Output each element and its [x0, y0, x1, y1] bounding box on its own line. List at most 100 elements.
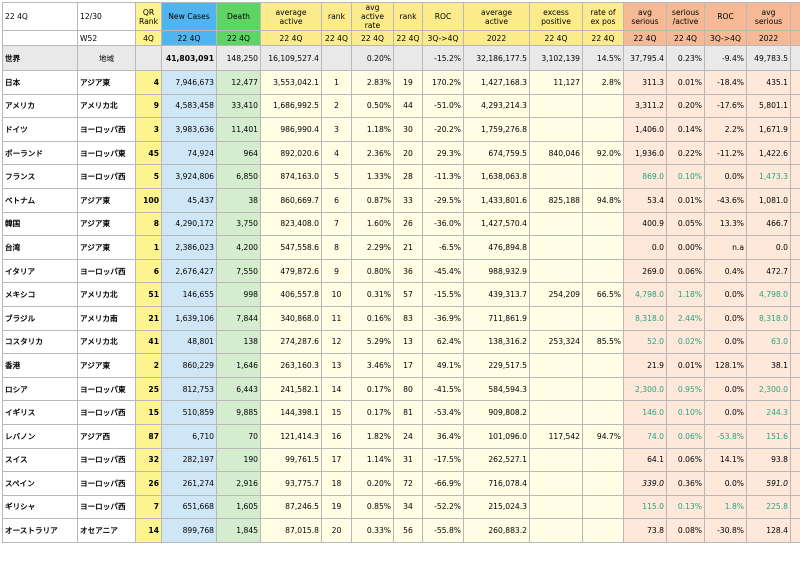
- col-subheader: 3Q->4Q: [705, 31, 747, 46]
- data-cell: 2: [322, 94, 352, 118]
- data-cell: 128.4: [747, 519, 791, 543]
- data-cell: 0.09%: [791, 165, 800, 189]
- data-cell: 0.16%: [352, 306, 394, 330]
- region-name: ヨーロッパ西: [78, 259, 136, 283]
- col-subheader: 22 4Q: [530, 31, 583, 46]
- data-cell: 9: [322, 259, 352, 283]
- data-cell: 869.0: [624, 165, 667, 189]
- data-cell: [530, 306, 583, 330]
- data-cell: 0.17%: [352, 401, 394, 425]
- data-cell: 138: [217, 330, 261, 354]
- data-cell: 4,293,214.3: [464, 94, 530, 118]
- data-cell: 711,861.9: [464, 306, 530, 330]
- col-header: serious/active: [667, 3, 705, 31]
- data-cell: 874,163.0: [261, 165, 322, 189]
- data-cell: 584,594.3: [464, 377, 530, 401]
- country-name: メキシコ: [3, 283, 78, 307]
- data-cell: 44: [394, 94, 423, 118]
- data-cell: 0.06%: [667, 448, 705, 472]
- data-cell: 83: [394, 306, 423, 330]
- country-name: スイス: [3, 448, 78, 472]
- data-cell: 49.1%: [423, 354, 464, 378]
- data-cell: 31: [394, 448, 423, 472]
- data-cell: -55.8%: [423, 519, 464, 543]
- data-cell: 87,246.5: [261, 495, 322, 519]
- col-subheader: 4Q: [136, 31, 162, 46]
- data-cell: -11.2%: [705, 141, 747, 165]
- country-name: レバノン: [3, 424, 78, 448]
- data-cell: 0.0%: [705, 401, 747, 425]
- world-cell: -9.4%: [705, 46, 747, 71]
- data-cell: [530, 354, 583, 378]
- data-cell: 0.04%: [791, 448, 800, 472]
- data-cell: 45: [136, 141, 162, 165]
- data-cell: 0.06%: [667, 424, 705, 448]
- data-cell: 244.3: [747, 401, 791, 425]
- data-cell: 62.4%: [423, 330, 464, 354]
- data-cell: 2,300.0: [747, 377, 791, 401]
- data-cell: 1.8%: [705, 495, 747, 519]
- data-cell: -66.9%: [423, 472, 464, 496]
- region-name: ヨーロッパ西: [78, 495, 136, 519]
- data-cell: 3,983,636: [162, 118, 217, 142]
- col-subheader: 22 4Q: [352, 31, 394, 46]
- data-cell: 1,639,106: [162, 306, 217, 330]
- region-name: アジア西: [78, 424, 136, 448]
- data-cell: 19: [394, 71, 423, 95]
- data-cell: 1.82%: [352, 424, 394, 448]
- data-cell: 0.0: [747, 236, 791, 260]
- data-cell: 17: [322, 448, 352, 472]
- data-cell: 99,761.5: [261, 448, 322, 472]
- data-cell: 7: [136, 495, 162, 519]
- world-cell: 3,102,139: [530, 46, 583, 71]
- data-cell: -11.3%: [423, 165, 464, 189]
- data-cell: [530, 118, 583, 142]
- data-cell: 0.05%: [791, 519, 800, 543]
- week-label: W52: [78, 31, 136, 46]
- data-cell: 7,946,673: [162, 71, 217, 95]
- data-cell: 479,872.6: [261, 259, 322, 283]
- data-cell: [583, 118, 624, 142]
- data-cell: 406,557.8: [261, 283, 322, 307]
- world-cell: -15.2%: [423, 46, 464, 71]
- data-cell: 138,316.2: [464, 330, 530, 354]
- data-cell: [583, 401, 624, 425]
- data-cell: 1: [322, 71, 352, 95]
- data-cell: 12: [322, 330, 352, 354]
- country-name: 香港: [3, 354, 78, 378]
- data-cell: 9: [136, 94, 162, 118]
- data-cell: 466.7: [747, 212, 791, 236]
- data-cell: 4: [136, 71, 162, 95]
- col-subheader: 22 4Q: [162, 31, 217, 46]
- data-cell: 21.9: [624, 354, 667, 378]
- data-cell: 510,859: [162, 401, 217, 425]
- data-cell: 269.0: [624, 259, 667, 283]
- data-cell: 1,936.0: [624, 141, 667, 165]
- data-cell: 274,287.6: [261, 330, 322, 354]
- data-cell: 241,582.1: [261, 377, 322, 401]
- data-cell: 0.31%: [352, 283, 394, 307]
- data-cell: 66.5%: [583, 283, 624, 307]
- world-cell: [394, 46, 423, 71]
- world-name: 世界: [3, 46, 78, 71]
- data-cell: 0.02%: [791, 354, 800, 378]
- data-cell: 70: [217, 424, 261, 448]
- data-cell: 74.0: [624, 424, 667, 448]
- data-cell: 8,318.0: [624, 306, 667, 330]
- data-cell: -20.2%: [423, 118, 464, 142]
- data-cell: 5.29%: [352, 330, 394, 354]
- data-cell: 12,477: [217, 71, 261, 95]
- data-cell: 4,200: [217, 236, 261, 260]
- data-cell: 0.05%: [791, 259, 800, 283]
- col-header: ROC: [423, 3, 464, 31]
- data-cell: [583, 259, 624, 283]
- data-cell: 6,710: [162, 424, 217, 448]
- data-cell: [583, 377, 624, 401]
- data-cell: 11,401: [217, 118, 261, 142]
